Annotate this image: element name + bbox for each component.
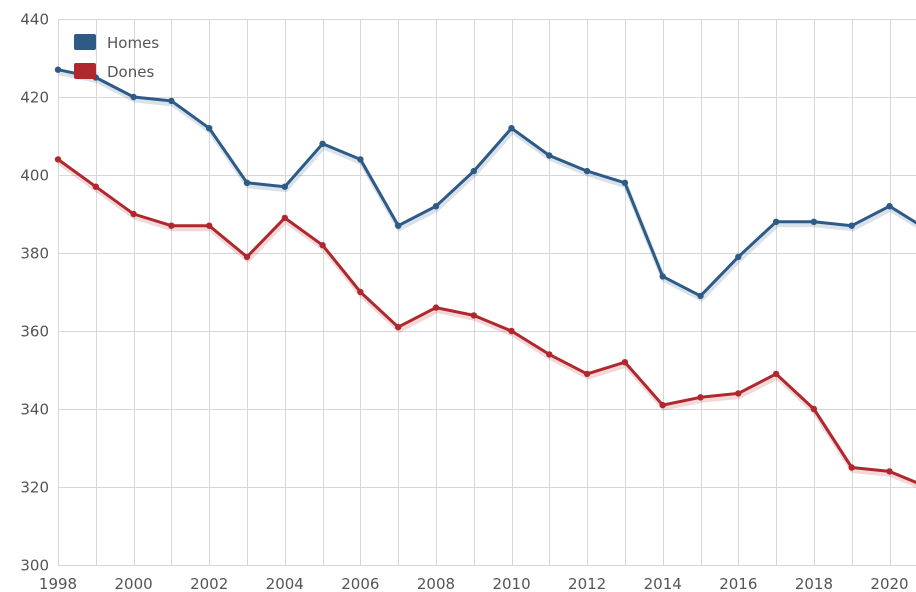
series-line-dones [57, 158, 916, 484]
series-line-homes [57, 68, 916, 298]
y-tick-label: 420 [20, 89, 49, 107]
data-point[interactable] [546, 152, 553, 159]
legend-swatch [74, 63, 96, 79]
x-tick-label: 2014 [644, 575, 682, 592]
y-tick-label: 440 [20, 11, 49, 29]
data-point[interactable] [735, 390, 742, 397]
data-point[interactable] [546, 351, 553, 358]
data-point[interactable] [735, 253, 742, 261]
legend-label: Dones [107, 63, 154, 81]
data-point[interactable] [848, 464, 855, 471]
data-point[interactable] [583, 167, 591, 175]
data-point[interactable] [168, 97, 175, 105]
series-shadow [57, 160, 916, 488]
data-point[interactable] [697, 292, 704, 300]
data-point[interactable] [583, 370, 591, 378]
x-tick-label: 2016 [719, 575, 757, 592]
y-tick-label: 380 [20, 245, 49, 263]
data-point[interactable] [357, 288, 364, 296]
x-tick-label: 2004 [266, 575, 304, 592]
data-point[interactable] [92, 183, 100, 190]
series-shadow [58, 70, 916, 302]
data-point[interactable] [508, 327, 515, 335]
series-lines [54, 66, 916, 488]
legend-swatch [74, 34, 96, 50]
data-point[interactable] [319, 242, 326, 249]
grid [58, 19, 916, 566]
data-point[interactable] [54, 156, 62, 163]
data-point[interactable] [886, 203, 893, 210]
y-tick-label: 400 [20, 167, 49, 185]
data-point[interactable] [319, 140, 326, 147]
data-point[interactable] [130, 210, 137, 218]
data-point[interactable] [206, 125, 213, 132]
data-point[interactable] [470, 167, 477, 175]
x-tick-label: 2010 [492, 575, 530, 592]
data-point[interactable] [357, 156, 364, 163]
data-point[interactable] [395, 222, 402, 229]
y-tick-label: 340 [20, 401, 49, 419]
y-tick-label: 300 [20, 557, 49, 575]
x-tick-label: 2008 [417, 575, 455, 592]
data-point[interactable] [470, 312, 477, 319]
data-point[interactable] [810, 218, 818, 225]
x-tick-label: 2018 [795, 575, 833, 592]
data-point[interactable] [659, 401, 666, 409]
x-tick-label: 2006 [341, 575, 379, 592]
x-tick-label: 2002 [190, 575, 228, 592]
x-tick-label: 2000 [114, 575, 152, 592]
legend: Homes Dones [74, 34, 159, 81]
x-tick-label: 1998 [39, 575, 77, 592]
data-point[interactable] [810, 405, 818, 413]
x-tick-label: 2012 [568, 575, 606, 592]
data-point[interactable] [621, 179, 629, 186]
data-point[interactable] [281, 183, 288, 190]
data-point[interactable] [168, 222, 175, 229]
x-tick-label: 2020 [870, 575, 908, 592]
axes: 300 320 340 360 380 400 420 440 1998 2000 2002 2004… [20, 11, 908, 592]
legend-label: Homes [107, 34, 159, 52]
data-point[interactable] [243, 253, 251, 261]
data-point[interactable] [432, 203, 440, 210]
data-point[interactable] [621, 359, 629, 366]
y-tick-label: 320 [20, 479, 49, 497]
data-point[interactable] [281, 214, 288, 222]
data-point[interactable] [886, 468, 893, 475]
data-point[interactable] [848, 222, 855, 229]
data-point[interactable] [697, 394, 704, 401]
data-point[interactable] [206, 222, 213, 229]
data-point[interactable] [772, 370, 780, 378]
data-point[interactable] [659, 273, 666, 280]
data-point[interactable] [432, 304, 440, 311]
data-point[interactable] [130, 93, 137, 101]
data-point[interactable] [772, 218, 780, 225]
data-point[interactable] [508, 125, 515, 132]
data-point[interactable] [243, 179, 251, 186]
data-point[interactable] [54, 66, 62, 73]
y-tick-label: 360 [20, 323, 49, 341]
data-point[interactable] [395, 323, 402, 331]
